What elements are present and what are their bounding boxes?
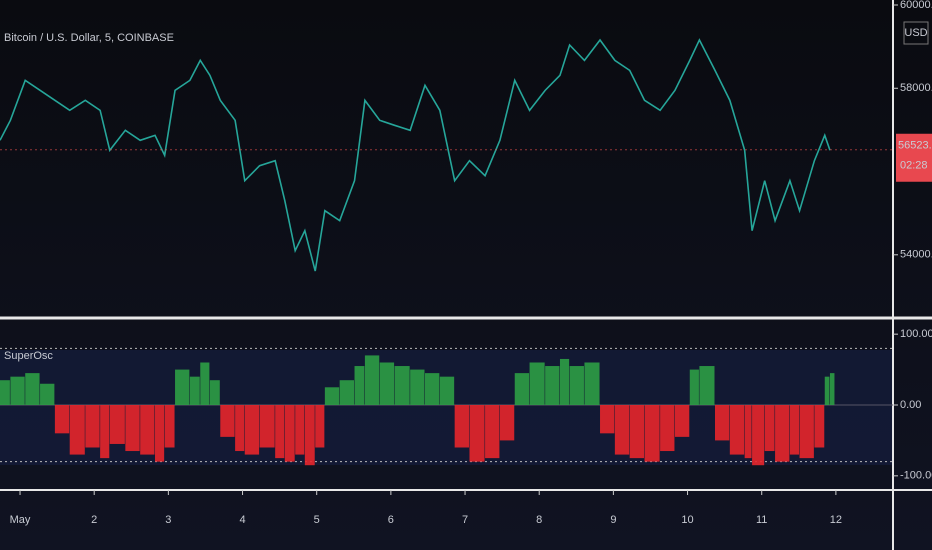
y-tick-label: 100.00 — [900, 328, 932, 340]
x-tick-label: 8 — [536, 514, 542, 526]
osc-bar — [584, 362, 600, 405]
x-tick-label: 4 — [239, 514, 245, 526]
osc-bar — [189, 376, 200, 405]
osc-bar — [284, 405, 295, 462]
osc-bar — [714, 405, 730, 441]
y-tick-label: 54000.00 — [900, 249, 932, 261]
osc-bar — [454, 405, 469, 448]
osc-bar — [439, 376, 455, 405]
y-tick-label: -100.00 — [900, 470, 932, 482]
currency: USD — [904, 27, 927, 39]
osc-bar — [764, 405, 775, 452]
osc-bar — [829, 373, 835, 405]
osc-bar — [545, 366, 560, 405]
last-price-box — [896, 133, 932, 182]
osc-bar — [220, 405, 235, 437]
x-tick-label: 3 — [165, 514, 171, 526]
osc-bar — [100, 405, 110, 459]
osc-bar — [155, 405, 165, 462]
osc-bar — [125, 405, 140, 452]
osc-bar — [600, 405, 615, 434]
x-tick-label: 7 — [462, 514, 468, 526]
x-tick-label: 12 — [830, 514, 842, 526]
x-tick-label: 9 — [610, 514, 616, 526]
osc-bar — [25, 373, 40, 405]
osc-bar — [259, 405, 275, 448]
y-tick-label: 58000.00 — [900, 82, 932, 94]
x-tick-label: 10 — [681, 514, 693, 526]
osc-bar — [789, 405, 800, 455]
osc-bar — [529, 362, 545, 405]
osc-bar — [235, 405, 245, 452]
osc-bar — [729, 405, 745, 455]
x-tick-label: 5 — [314, 514, 320, 526]
osc-bar — [689, 369, 699, 405]
osc-bar — [629, 405, 645, 459]
osc-bar — [354, 366, 365, 405]
osc-bar — [775, 405, 790, 462]
osc-bar — [744, 405, 752, 459]
osc-bar — [614, 405, 630, 455]
osc-bar — [164, 405, 175, 448]
osc-bar — [315, 405, 325, 448]
osc-bar — [660, 405, 675, 452]
osc-bar — [514, 373, 530, 405]
x-tick-label: 2 — [91, 514, 97, 526]
last-price-label: 56523.06 — [898, 140, 932, 152]
osc-bar — [339, 380, 355, 405]
osc-bar — [175, 369, 190, 405]
osc-bar — [140, 405, 155, 455]
osc-bar — [799, 405, 814, 459]
osc-bar — [275, 405, 285, 459]
osc-bar — [109, 405, 125, 444]
osc-bar — [324, 387, 340, 405]
osc-bar — [0, 380, 10, 405]
osc-bar — [814, 405, 825, 448]
osc-bar — [752, 405, 765, 466]
osc-bar — [699, 366, 715, 405]
osc-bar — [394, 366, 410, 405]
osc-bar — [209, 380, 220, 405]
osc-bar — [69, 405, 85, 455]
osc-bar — [244, 405, 260, 455]
osc-bar — [85, 405, 100, 448]
x-tick-label: 11 — [756, 514, 767, 526]
symbol-title: Bitcoin / U.S. Dollar, 5, COINBASE — [4, 32, 174, 44]
osc-bar — [379, 362, 395, 405]
countdown: 02:28 — [900, 160, 928, 172]
currency-box[interactable] — [903, 21, 929, 45]
osc-bar — [424, 373, 440, 405]
osc-bar — [569, 366, 584, 405]
osc-bar — [485, 405, 500, 459]
osc-bar — [200, 362, 210, 405]
osc-title: SuperOsc — [4, 350, 53, 362]
x-tick-label: May — [10, 514, 31, 526]
y-tick-label: 60000.00 — [900, 0, 932, 11]
osc-bar — [824, 376, 830, 405]
osc-bar — [304, 405, 315, 466]
price-line — [0, 38, 831, 272]
osc-bar — [40, 383, 55, 405]
osc-bar — [54, 405, 70, 434]
osc-bar — [644, 405, 660, 462]
osc-bar — [10, 376, 25, 405]
osc-bar — [295, 405, 305, 455]
osc-bar — [674, 405, 690, 437]
osc-bar — [410, 369, 425, 405]
osc-bar — [364, 355, 380, 405]
x-tick-label: 6 — [388, 514, 394, 526]
osc-bar — [559, 358, 570, 405]
osc-bar — [499, 405, 515, 441]
y-tick-label: 0.00 — [900, 399, 921, 411]
osc-bar — [469, 405, 485, 462]
